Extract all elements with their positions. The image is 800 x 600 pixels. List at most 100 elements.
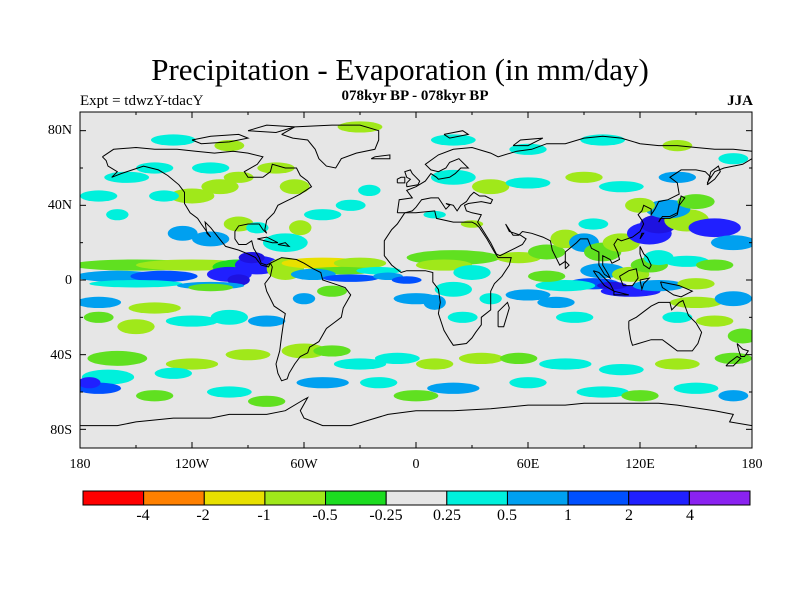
anomaly-patch	[238, 252, 265, 264]
lon-tick-60e: 60E	[516, 457, 540, 472]
anomaly-patch	[117, 319, 155, 335]
anomaly-patch	[130, 270, 198, 282]
colorbar-box	[628, 490, 690, 506]
axis-ticks	[79, 112, 753, 448]
colorbar-box	[203, 490, 266, 506]
coastline	[497, 301, 510, 328]
anomaly-patch	[576, 386, 629, 398]
anomaly-patch	[335, 199, 366, 211]
anomaly-patch	[281, 343, 327, 359]
anomaly-patch	[625, 197, 655, 213]
lon-tick-120w: 120W	[174, 457, 210, 472]
lat-tick-80s: 80S	[50, 423, 72, 438]
anomaly-patch	[192, 231, 230, 247]
anomaly-patch	[423, 210, 446, 219]
colorbar-label: -1	[257, 507, 271, 524]
anomaly-patch	[87, 350, 148, 366]
colorbar-label: 4	[686, 507, 694, 524]
anomaly-patch	[447, 311, 478, 323]
anomaly-patch	[658, 171, 696, 183]
coastlines	[80, 124, 752, 427]
anomaly-patch	[165, 315, 219, 327]
lat-tick-40s: 40S	[50, 348, 72, 363]
experiment-label: Expt = tdwzY-tdacY	[80, 93, 204, 109]
anomaly-patch	[453, 265, 491, 280]
anomaly-patch	[500, 352, 538, 364]
anomaly-patch	[714, 291, 752, 307]
colorbar-label: -2	[196, 507, 210, 524]
anomaly-patch	[296, 377, 349, 389]
anomaly-patch	[80, 190, 118, 202]
anomaly-patch	[150, 134, 196, 146]
anomaly-patch	[458, 352, 504, 364]
anomaly-patch	[430, 134, 476, 146]
coastline	[396, 135, 752, 213]
lon-tick-120e: 120E	[625, 457, 655, 472]
anomaly-patch	[416, 358, 454, 370]
anomaly-patch	[317, 285, 347, 297]
anomaly-patch	[154, 367, 192, 379]
coastline	[277, 242, 291, 248]
coastline	[404, 169, 421, 188]
coastline	[628, 299, 703, 352]
coastline	[639, 277, 651, 292]
anomaly-patch	[304, 209, 342, 221]
anomaly-patch	[225, 349, 271, 361]
colorbar-label: 0.25	[433, 507, 461, 524]
anomaly-patch	[718, 390, 749, 402]
anomaly-patch	[83, 311, 114, 323]
colorbar-box	[688, 490, 751, 506]
coastline	[281, 124, 380, 169]
anomaly-patch	[505, 177, 551, 189]
colorbar-label: -0.25	[369, 507, 403, 524]
anomaly-patch	[669, 296, 723, 308]
coastline	[639, 246, 652, 270]
coastline	[443, 130, 470, 139]
anomaly-patch	[188, 283, 234, 292]
anomaly-patch	[434, 281, 473, 297]
anomaly-patch	[662, 311, 693, 323]
colorbar-label: 1	[564, 507, 572, 524]
coastline	[619, 268, 639, 287]
anomaly-patch	[673, 382, 719, 394]
anomaly-patch	[727, 328, 752, 344]
plot-title: Precipitation - Evaporation (in mm/day)	[151, 52, 649, 87]
anomaly-patch	[537, 296, 575, 308]
anomaly-patch	[337, 121, 383, 133]
anomaly-patch	[677, 278, 715, 290]
anomaly-patch	[393, 390, 439, 402]
anomaly-patch	[578, 218, 609, 230]
anomaly-patch	[356, 266, 402, 275]
anomaly-patch	[206, 386, 252, 398]
anomaly-patch	[360, 377, 398, 389]
coastline	[736, 343, 750, 357]
anomaly-patch	[688, 218, 741, 238]
anomaly-patch	[247, 395, 286, 407]
lon-tick-60w: 60W	[290, 457, 318, 472]
anomaly-patch	[509, 377, 547, 389]
anomaly-patch	[257, 162, 295, 174]
coastline	[247, 124, 295, 134]
coastline	[264, 257, 352, 382]
anomaly-patch	[556, 311, 594, 323]
anomaly-patch	[322, 274, 379, 282]
colorbar-box	[264, 490, 327, 506]
anomaly-patch	[597, 281, 627, 290]
coastline	[639, 232, 645, 240]
anomaly-patch	[333, 257, 387, 269]
anomaly-field	[80, 121, 752, 407]
anomaly-patch	[333, 358, 387, 370]
anomaly-patch	[192, 162, 230, 174]
colorbar-box	[567, 490, 630, 506]
anomaly-patch	[696, 315, 734, 327]
anomaly-patch	[539, 358, 592, 370]
anomaly-patch	[472, 179, 510, 195]
coastline	[102, 146, 313, 268]
colorbar-label: 0.5	[497, 507, 517, 524]
colorbar-box	[82, 490, 145, 506]
lat-tick-40n: 40N	[47, 198, 72, 213]
lat-tick-80n: 80N	[47, 123, 72, 138]
anomaly-patch	[313, 345, 351, 357]
